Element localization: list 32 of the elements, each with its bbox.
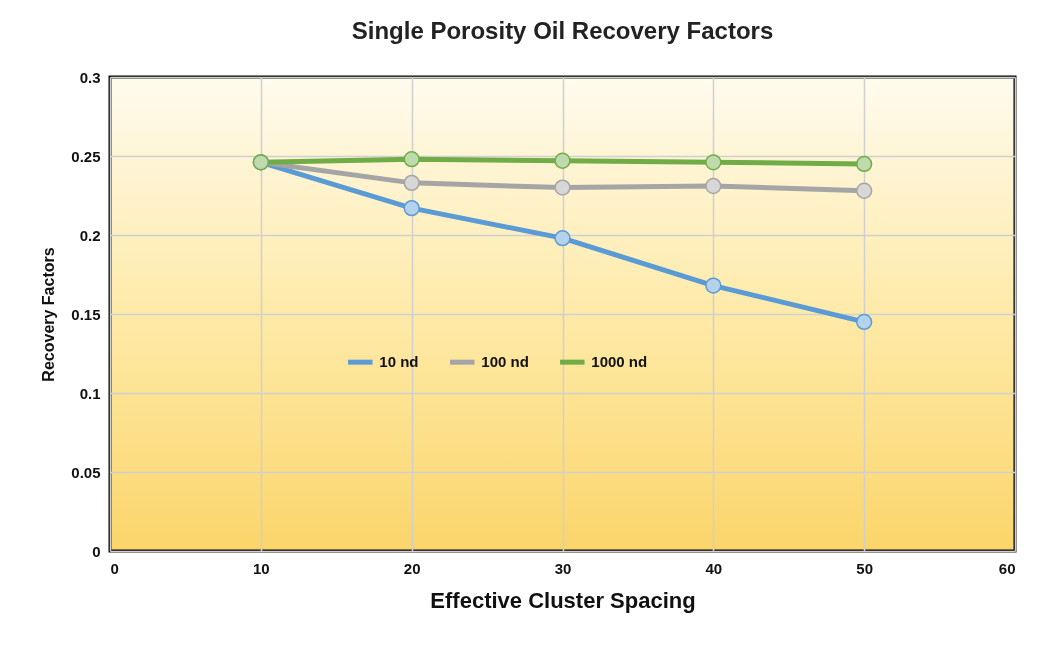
point xyxy=(554,179,571,196)
point xyxy=(856,155,873,173)
point xyxy=(705,177,722,195)
y-tick-label: 0 xyxy=(92,542,101,560)
chart-title: Single Porosity Oil Recovery Factors xyxy=(351,17,774,44)
y-axis-title: Recovery Factors xyxy=(40,247,58,382)
x-tick-label: 40 xyxy=(705,559,723,577)
point xyxy=(705,277,722,294)
x-tick-label: 10 xyxy=(252,559,270,577)
point xyxy=(856,313,873,331)
point xyxy=(403,151,420,168)
x-tick-label: 50 xyxy=(856,559,874,577)
y-tick-label: 0.1 xyxy=(79,384,101,402)
legend-label: 100 nd xyxy=(481,353,529,371)
x-axis-title: Effective Cluster Spacing xyxy=(430,587,696,613)
x-tick-label: 0 xyxy=(110,559,119,577)
point xyxy=(705,154,722,171)
y-tick-label: 0.15 xyxy=(71,305,101,323)
y-tick-label: 0.2 xyxy=(79,226,101,244)
y-tick-label: 0.25 xyxy=(71,147,101,165)
point xyxy=(403,199,420,217)
y-tick-label: 0.3 xyxy=(79,68,101,86)
x-tick-label: 30 xyxy=(554,559,572,577)
point xyxy=(554,230,571,247)
legend-label: 1000 nd xyxy=(591,353,648,371)
y-tick-label: 0.05 xyxy=(71,463,101,481)
x-tick-label: 60 xyxy=(998,559,1016,577)
point xyxy=(403,174,420,192)
point xyxy=(856,182,873,199)
legend-label: 10 nd xyxy=(379,353,419,371)
x-tick-label: 20 xyxy=(403,559,421,577)
point xyxy=(554,152,571,169)
